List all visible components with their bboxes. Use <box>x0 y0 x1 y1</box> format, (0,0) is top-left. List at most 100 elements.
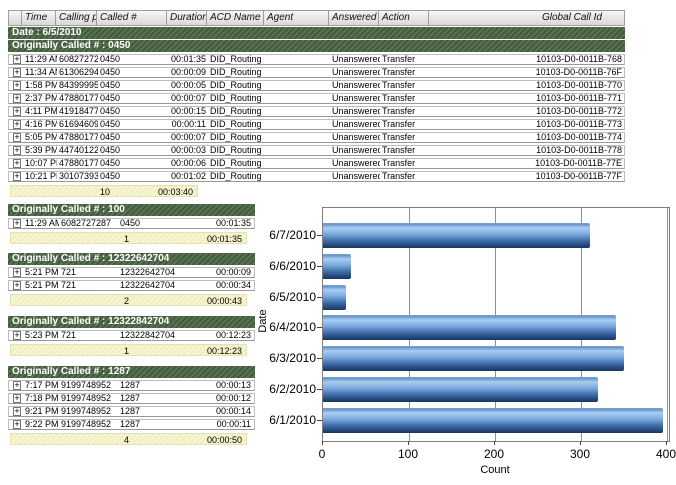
y-tick-label: 6/5/2010 <box>269 289 316 304</box>
summary-total-duration: 00:00:50 <box>206 435 242 445</box>
summary-count: 10 <box>100 187 111 197</box>
expand-cell: + <box>9 219 23 228</box>
expand-icon[interactable]: + <box>13 394 21 403</box>
expand-icon[interactable]: + <box>13 420 21 429</box>
group-summary-12322642704: 2 00:00:43 <box>10 294 247 306</box>
table-row: +9:21 PM 9199748952 1287 00:00:14 <box>8 406 255 417</box>
column-header-ans: Answered <box>329 10 379 26</box>
cell-global-call-id: 10103-D0-0011B-77E <box>535 159 622 168</box>
table-row: +5:21 PM 721 12322642704 00:00:34 <box>8 280 255 291</box>
table-row: +7:18 PM 9199748952 1287 00:00:12 <box>8 393 255 404</box>
cell-called: 12322642704 <box>120 268 176 277</box>
cell-global-call-id: 10103-D0-0011B-768 <box>536 55 622 64</box>
x-tick-mark <box>580 441 581 445</box>
cell-time: 11:34 AM <box>25 68 57 77</box>
cell-action: Transfer <box>382 55 416 64</box>
cell-calling-party: 9199748952 <box>61 407 112 416</box>
x-tick-label: 400 <box>655 447 676 461</box>
expand-icon[interactable]: + <box>13 81 21 90</box>
cell-global-call-id: 10103-D0-0011B-771 <box>536 94 622 103</box>
cell-action: Transfer <box>382 120 416 129</box>
expand-icon[interactable]: + <box>13 120 21 129</box>
cell-time: 11:29 AM <box>25 55 57 64</box>
table-row: +11:34 AM61306294320450 00:00:09 DID_Routi… <box>8 67 625 78</box>
chart-bar <box>323 408 663 433</box>
x-tick-mark <box>408 441 409 445</box>
cell-duration: 00:00:11 <box>216 420 251 429</box>
cell-time: 9:22 PM <box>25 420 59 429</box>
cell-called: 12322842704 <box>120 331 176 340</box>
cell-calling-party: 6169460905 <box>59 120 98 129</box>
expand-icon[interactable]: + <box>13 172 21 181</box>
column-header-agent: Agent <box>264 10 329 26</box>
cell-acd-name: DID_Routing <box>210 146 262 155</box>
expand-icon[interactable]: + <box>13 133 21 142</box>
expand-icon[interactable]: + <box>13 55 21 64</box>
cell-global-call-id: 10103-D0-0011B-778 <box>536 146 622 155</box>
cell-called: 1287 <box>120 381 141 390</box>
calls-by-date-bar-chart <box>322 207 670 442</box>
cell-time: 5:23 PM <box>25 331 59 340</box>
expand-icon[interactable]: + <box>13 159 21 168</box>
cell-answered: Unanswered <box>332 81 380 90</box>
cell-calling-party: 9199748952 <box>61 381 112 390</box>
cell-global-call-id: 10103-D0-0011B-770 <box>536 81 622 90</box>
cell-acd-name: DID_Routing <box>210 81 262 90</box>
y-tick-label: 6/3/2010 <box>269 350 316 365</box>
column-header-act: Action <box>379 10 429 26</box>
x-tick-label: 200 <box>483 447 505 461</box>
cell-calling-party: 4788017770 <box>59 133 98 142</box>
expand-icon[interactable]: + <box>13 331 21 340</box>
expand-icon[interactable]: + <box>13 146 21 155</box>
cell-calling-party: 9199748952 <box>61 420 112 429</box>
group-rows-12322842704: +5:23 PM 721 12322842704 00:12:23 <box>8 330 255 341</box>
expand-icon[interactable]: + <box>13 268 21 277</box>
cell-duration: 00:00:12 <box>215 394 251 403</box>
cell-acd-name: DID_Routing <box>210 172 262 181</box>
expand-icon[interactable]: + <box>13 219 21 228</box>
cell-action: Transfer <box>382 68 416 77</box>
cell-calling-party: 6082727287 <box>59 55 98 64</box>
cell-time: 11:29 AM <box>25 219 59 228</box>
summary-total-duration: 00:12:23 <box>206 346 242 356</box>
table-row: +5:23 PM 721 12322842704 00:12:23 <box>8 330 255 341</box>
y-tick-mark <box>317 266 322 267</box>
expand-icon[interactable]: + <box>13 407 21 416</box>
y-tick-mark <box>317 297 322 298</box>
table-row: +11:29 AM 6082727287 0450 00:01:35 <box>8 218 255 229</box>
y-tick-label: 6/7/2010 <box>269 227 316 242</box>
cell-called: 1287 <box>120 407 141 416</box>
cell-calling-party: 4788017770 <box>59 159 98 168</box>
cell-acd-name: DID_Routing <box>210 159 262 168</box>
cell-called: 0450 <box>100 68 121 77</box>
y-tick-label: 6/1/2010 <box>269 412 316 427</box>
summary-total-duration: 00:00:43 <box>206 296 242 306</box>
cell-time: 1:58 PM <box>25 81 57 90</box>
cell-called: 1287 <box>120 420 141 429</box>
cell-called: 0450 <box>100 107 121 116</box>
cell-time: 7:17 PM <box>25 381 59 390</box>
expand-icon[interactable]: + <box>13 94 21 103</box>
cell-calling-party: 721 <box>61 281 77 290</box>
group-summary-1287: 4 00:00:50 <box>10 433 247 445</box>
group-header-1287: Originally Called # : 1287 <box>8 366 255 378</box>
group-section-12322642704: Originally Called # : 12322642704 +5:21 … <box>8 252 255 306</box>
expand-icon[interactable]: + <box>13 381 21 390</box>
cell-answered: Unanswered <box>332 94 380 103</box>
expand-icon[interactable]: + <box>13 68 21 77</box>
expand-icon[interactable]: + <box>13 107 21 116</box>
cell-action: Transfer <box>382 172 416 181</box>
cell-duration: 00:00:15 <box>170 107 206 116</box>
cell-answered: Unanswered <box>332 133 380 142</box>
cell-global-call-id: 10103-D0-0011B-772 <box>536 107 622 116</box>
cell-action: Transfer <box>382 81 416 90</box>
expand-icon[interactable]: + <box>13 281 21 290</box>
cell-called: 0450 <box>100 81 121 90</box>
cell-calling-party: 721 <box>61 268 77 277</box>
x-tick-label: 300 <box>569 447 591 461</box>
table-row: +5:39 PM44740122040450 00:00:03 DID_Routin… <box>8 145 625 156</box>
column-header-cpn: Calling party # <box>56 10 97 26</box>
cell-calling-party: 6130629432 <box>59 68 98 77</box>
